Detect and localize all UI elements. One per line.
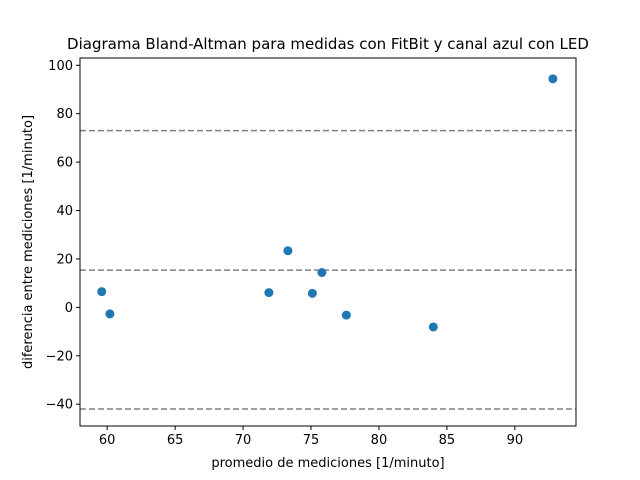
y-tick-label: 40 (56, 204, 73, 219)
data-point-8 (548, 74, 558, 84)
chart-title: Diagrama Bland-Altman para medidas con F… (67, 35, 589, 53)
data-point-2 (264, 288, 274, 298)
reference-lines (80, 129, 576, 410)
data-point-5 (317, 268, 327, 278)
data-point-1 (105, 309, 115, 319)
x-tick-label: 75 (303, 433, 320, 448)
x-tick-label: 60 (99, 433, 116, 448)
x-tick-label: 70 (235, 433, 252, 448)
data-point-0 (97, 287, 107, 297)
y-axis-ticks: −40 −20 0 20 40 60 80 100 (46, 59, 80, 413)
y-tick-label: 0 (65, 301, 73, 316)
x-axis-label: promedio de mediciones [1/minuto] (211, 456, 444, 471)
data-point-4 (307, 288, 317, 298)
y-tick-label: 20 (56, 252, 73, 267)
y-tick-label: −40 (46, 398, 73, 413)
y-tick-label: 100 (48, 59, 73, 74)
x-tick-label: 90 (507, 433, 524, 448)
x-axis-ticks: 60 65 70 75 80 85 90 (99, 426, 523, 448)
y-tick-label: −20 (46, 349, 73, 364)
x-tick-label: 80 (371, 433, 388, 448)
x-tick-label: 65 (167, 433, 184, 448)
plot-area-frame (79, 57, 577, 427)
data-point-3 (283, 246, 293, 256)
data-points (97, 74, 558, 332)
y-tick-label: 60 (56, 156, 73, 171)
data-point-6 (341, 310, 351, 320)
y-tick-label: 80 (56, 107, 73, 122)
y-axis-label: diferencia entre mediciones [1/minuto] (21, 115, 36, 369)
data-point-7 (428, 322, 438, 332)
x-tick-label: 85 (439, 433, 456, 448)
